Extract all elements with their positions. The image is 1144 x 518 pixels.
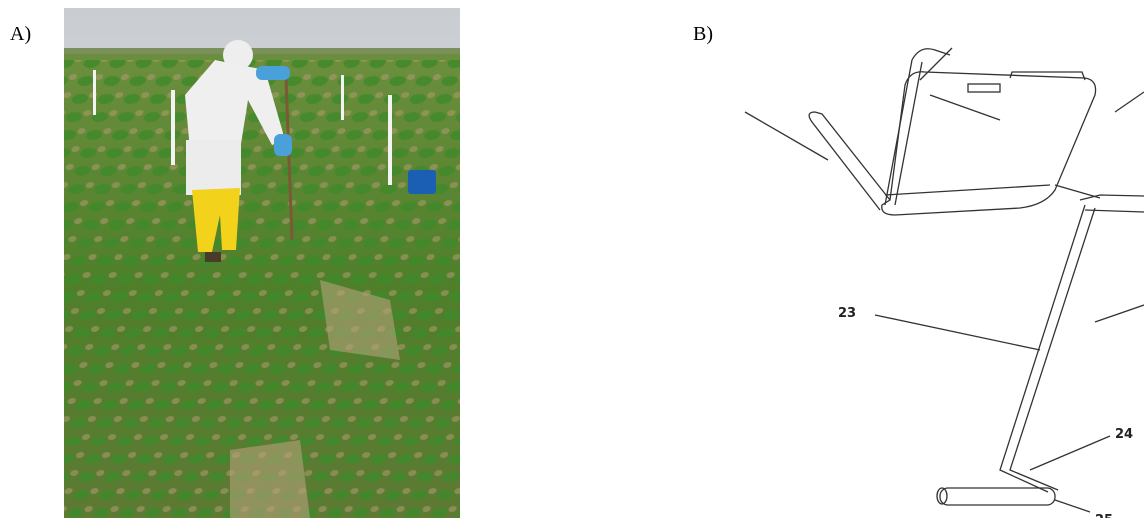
callout: 24 <box>1115 427 1133 442</box>
panel-label: B) <box>693 23 713 45</box>
worker <box>185 40 292 262</box>
panel-label: A) <box>10 23 31 45</box>
callout: 23 <box>838 306 856 321</box>
field-photo <box>64 8 460 518</box>
patent-drawing: 23 24 25 <box>744 47 1144 518</box>
callout: 25 <box>1095 513 1113 518</box>
